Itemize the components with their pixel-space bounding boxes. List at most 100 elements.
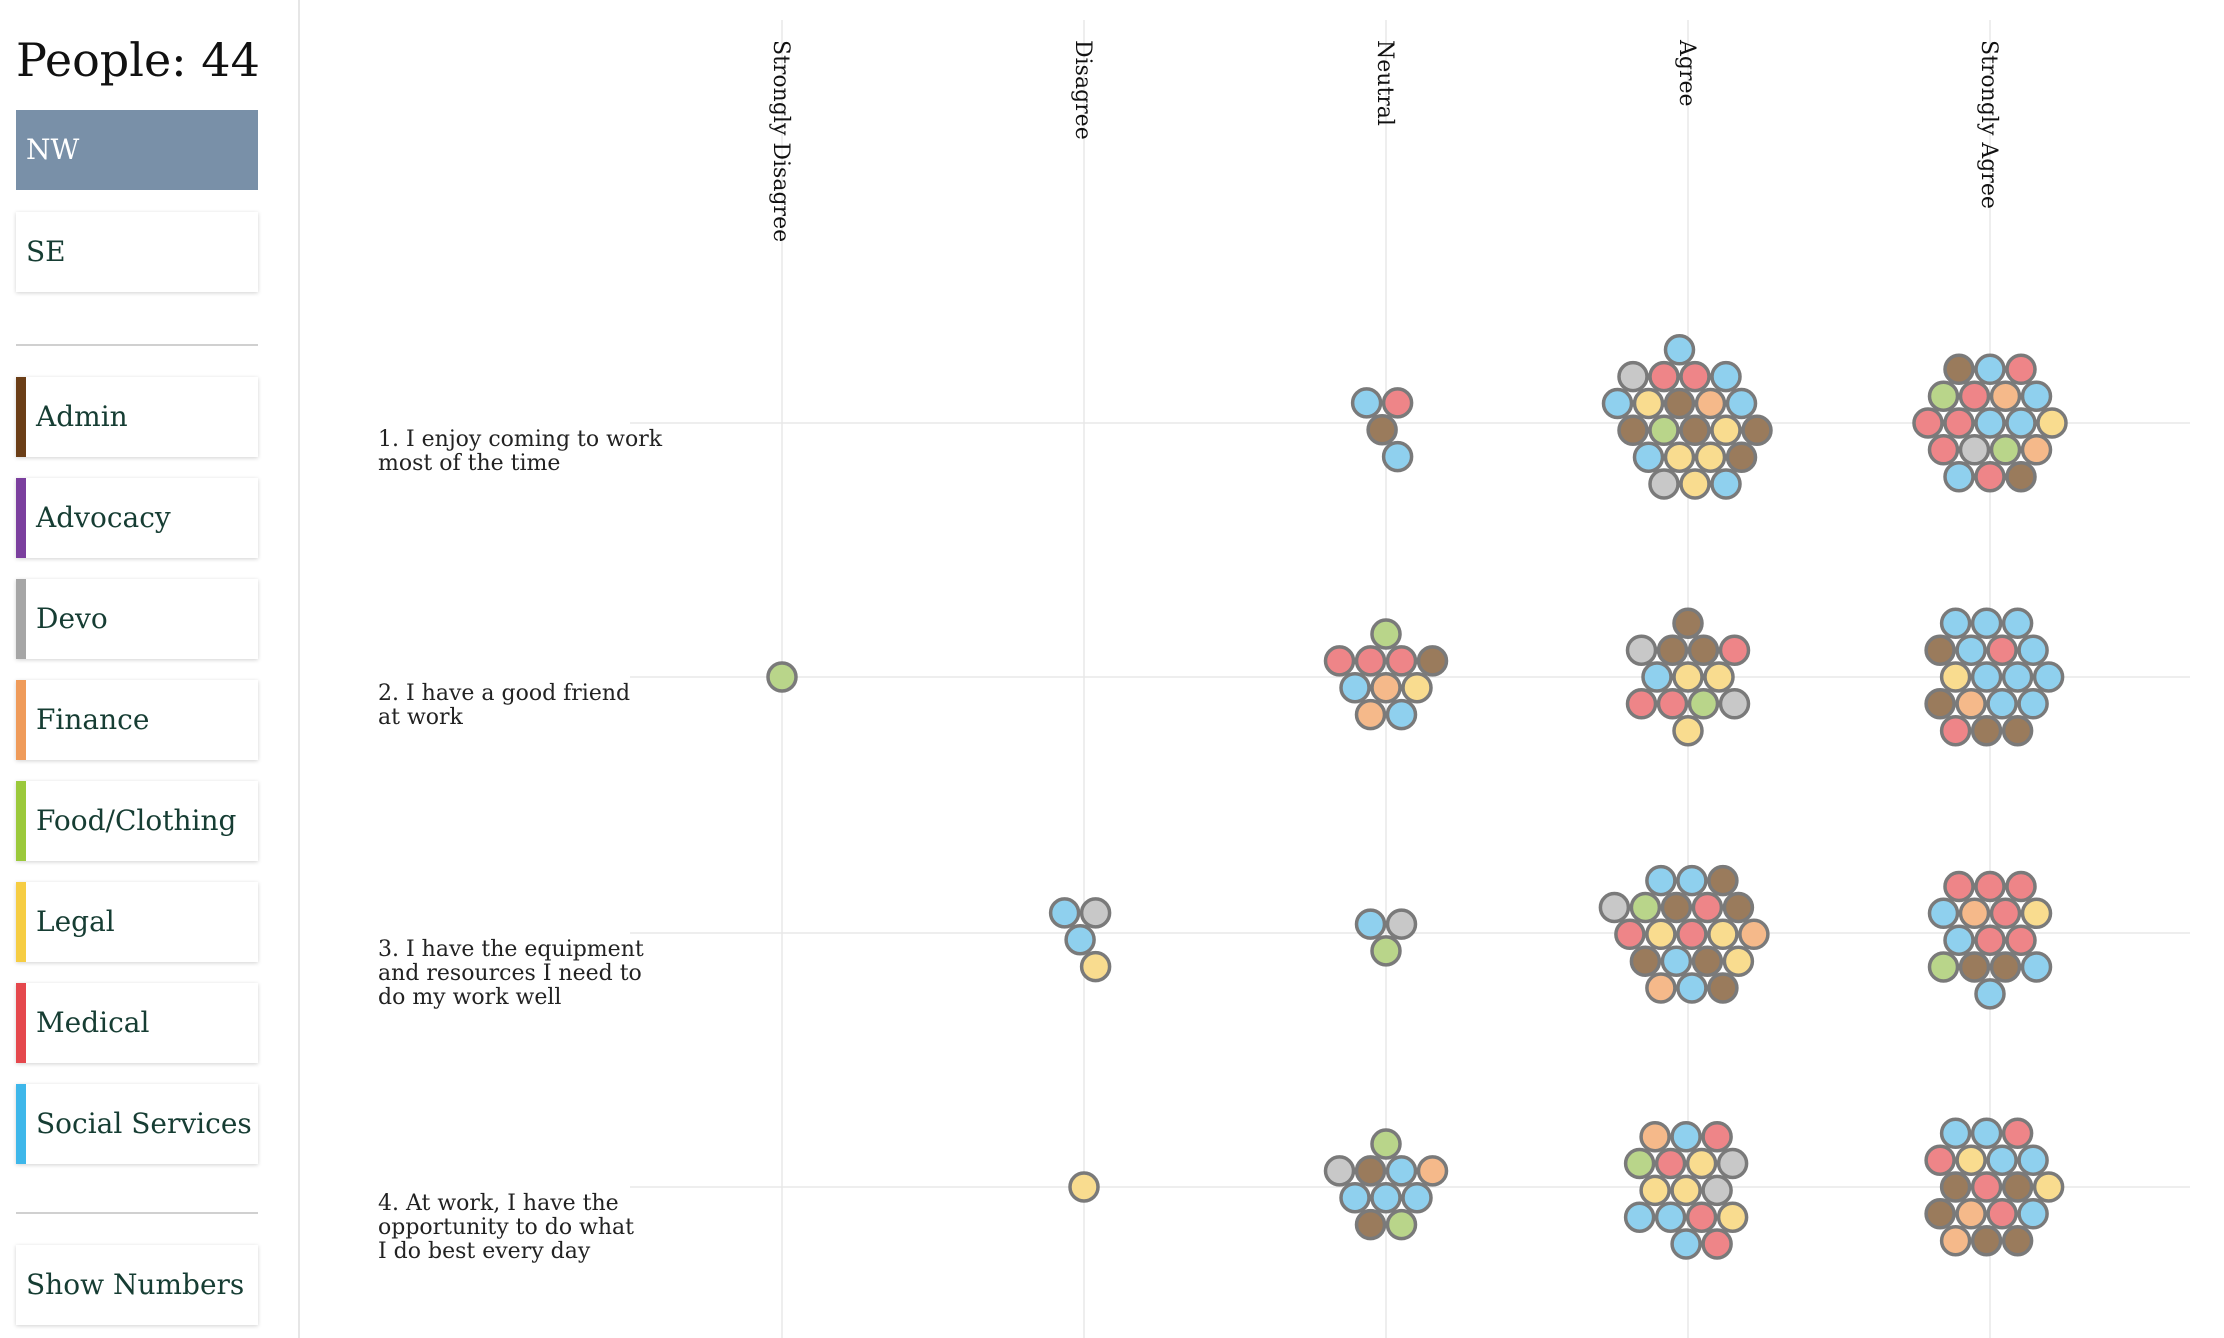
response-dot-devo[interactable] bbox=[1323, 1155, 1356, 1187]
response-dot-devo[interactable] bbox=[1385, 908, 1418, 940]
response-dot-finance[interactable] bbox=[1645, 972, 1677, 1004]
response-dot-social-services[interactable] bbox=[1381, 440, 1414, 473]
response-dot-medical[interactable] bbox=[1912, 407, 1944, 439]
response-dot-legal[interactable] bbox=[1707, 918, 1739, 951]
response-dot-food-clothing[interactable] bbox=[1648, 414, 1680, 447]
response-dot-social-services[interactable] bbox=[1064, 923, 1096, 956]
response-dot-admin[interactable] bbox=[1354, 1155, 1387, 1187]
response-dot-social-services[interactable] bbox=[1350, 387, 1383, 419]
response-dot-social-services[interactable] bbox=[1676, 972, 1708, 1004]
response-dot-finance[interactable] bbox=[1738, 918, 1770, 951]
response-dot-medical[interactable] bbox=[1974, 924, 2006, 956]
show-numbers-button[interactable]: Show Numbers bbox=[16, 1245, 258, 1325]
response-dot-medical[interactable] bbox=[1676, 918, 1708, 951]
response-dot-social-services[interactable] bbox=[1939, 1117, 1972, 1150]
response-dot-medical[interactable] bbox=[2005, 353, 2037, 386]
response-dot-medical[interactable] bbox=[1701, 1120, 1733, 1153]
response-dot-finance[interactable] bbox=[1958, 897, 1991, 930]
response-dot-admin[interactable] bbox=[2001, 714, 2034, 747]
response-dot-admin[interactable] bbox=[1970, 1224, 2003, 1257]
response-dot-legal[interactable] bbox=[1685, 1147, 1718, 1180]
response-dot-social-services[interactable] bbox=[1370, 1181, 1402, 1214]
response-dot-social-services[interactable] bbox=[1645, 864, 1677, 897]
response-dot-medical[interactable] bbox=[1654, 1147, 1687, 1180]
response-dot-admin[interactable] bbox=[1617, 414, 1649, 447]
response-dot-finance[interactable] bbox=[2020, 434, 2053, 466]
response-dot-admin[interactable] bbox=[1366, 413, 1398, 446]
response-dot-medical[interactable] bbox=[1943, 407, 1975, 439]
response-dot-admin[interactable] bbox=[1924, 1198, 1956, 1230]
response-dot-admin[interactable] bbox=[1939, 1171, 1972, 1203]
response-dot-social-services[interactable] bbox=[1970, 607, 2003, 640]
response-dot-social-services[interactable] bbox=[1927, 897, 1960, 930]
response-dot-devo[interactable] bbox=[1598, 891, 1631, 924]
response-dot-legal[interactable] bbox=[2032, 1171, 2065, 1203]
response-dot-medical[interactable] bbox=[2005, 924, 2037, 956]
category-button-food-clothing[interactable]: Food/Clothing bbox=[16, 781, 258, 861]
response-dot-admin[interactable] bbox=[1629, 945, 1662, 977]
response-dot-social-services[interactable] bbox=[1401, 1181, 1433, 1214]
response-dot-medical[interactable] bbox=[1701, 1228, 1733, 1260]
response-dot-medical[interactable] bbox=[1685, 1201, 1718, 1233]
response-dot-admin[interactable] bbox=[1924, 634, 1956, 666]
response-dot-admin[interactable] bbox=[1707, 972, 1739, 1004]
response-dot-legal[interactable] bbox=[1639, 1174, 1671, 1207]
response-dot-medical[interactable] bbox=[1970, 1171, 2003, 1203]
response-dot-social-services[interactable] bbox=[1623, 1201, 1656, 1233]
response-dot-finance[interactable] bbox=[1939, 1224, 1972, 1257]
response-dot-medical[interactable] bbox=[1381, 387, 1414, 419]
response-dot-legal[interactable] bbox=[1710, 414, 1742, 447]
response-dot-social-services[interactable] bbox=[1670, 1120, 1702, 1153]
response-dot-finance[interactable] bbox=[1989, 380, 2022, 412]
response-dot-food-clothing[interactable] bbox=[1927, 380, 1960, 412]
response-dot-social-services[interactable] bbox=[1943, 460, 1975, 493]
response-dot-medical[interactable] bbox=[1927, 434, 1960, 466]
response-dot-admin[interactable] bbox=[1416, 645, 1449, 677]
response-dot-social-services[interactable] bbox=[2017, 634, 2049, 666]
response-dot-devo[interactable] bbox=[1701, 1174, 1733, 1207]
category-button-medical[interactable]: Medical bbox=[16, 983, 258, 1063]
response-dot-legal[interactable] bbox=[1955, 1144, 1987, 1176]
response-dot-social-services[interactable] bbox=[1385, 698, 1418, 731]
response-dot-social-services[interactable] bbox=[2017, 1198, 2049, 1230]
response-dot-finance[interactable] bbox=[1370, 671, 1402, 704]
response-dot-medical[interactable] bbox=[1989, 897, 2022, 930]
response-dot-admin[interactable] bbox=[1687, 634, 1720, 666]
response-dot-social-services[interactable] bbox=[1955, 634, 1987, 666]
response-dot-legal[interactable] bbox=[1632, 387, 1665, 420]
response-dot-legal[interactable] bbox=[1672, 661, 1704, 693]
response-dot-admin[interactable] bbox=[2001, 1224, 2034, 1257]
response-dot-admin[interactable] bbox=[1660, 891, 1693, 924]
response-dot-admin[interactable] bbox=[2001, 1171, 2034, 1203]
response-dot-medical[interactable] bbox=[1718, 634, 1751, 666]
response-dot-admin[interactable] bbox=[1741, 414, 1773, 447]
response-dot-devo[interactable] bbox=[1718, 688, 1751, 720]
response-dot-social-services[interactable] bbox=[2020, 380, 2053, 412]
response-dot-medical[interactable] bbox=[1656, 688, 1689, 720]
response-dot-social-services[interactable] bbox=[1974, 978, 2006, 1010]
response-dot-medical[interactable] bbox=[1958, 380, 1991, 412]
category-button-devo[interactable]: Devo bbox=[16, 579, 258, 659]
category-button-social-services[interactable]: Social Services bbox=[16, 1084, 258, 1164]
response-dot-devo[interactable] bbox=[1648, 468, 1680, 500]
response-dot-social-services[interactable] bbox=[1339, 671, 1371, 704]
response-dot-admin[interactable] bbox=[1691, 945, 1724, 977]
response-dot-finance[interactable] bbox=[1955, 688, 1987, 720]
response-dot-social-services[interactable] bbox=[1974, 407, 2006, 439]
category-button-advocacy[interactable]: Advocacy bbox=[16, 478, 258, 558]
response-dot-admin[interactable] bbox=[1663, 387, 1696, 420]
response-dot-social-services[interactable] bbox=[2001, 607, 2034, 640]
response-dot-legal[interactable] bbox=[1670, 1174, 1702, 1207]
response-dot-social-services[interactable] bbox=[1601, 387, 1634, 420]
response-dot-social-services[interactable] bbox=[1939, 607, 1972, 640]
response-dot-admin[interactable] bbox=[1943, 353, 1975, 386]
response-dot-legal[interactable] bbox=[1722, 945, 1755, 977]
response-dot-admin[interactable] bbox=[1722, 891, 1755, 924]
response-dot-legal[interactable] bbox=[1679, 468, 1711, 500]
response-dot-admin[interactable] bbox=[2005, 460, 2037, 493]
response-dot-admin[interactable] bbox=[1725, 441, 1758, 473]
response-dot-admin[interactable] bbox=[1354, 1208, 1387, 1241]
response-dot-medical[interactable] bbox=[1648, 360, 1680, 393]
response-dot-social-services[interactable] bbox=[1654, 1201, 1687, 1233]
region-button-se[interactable]: SE bbox=[16, 212, 258, 292]
